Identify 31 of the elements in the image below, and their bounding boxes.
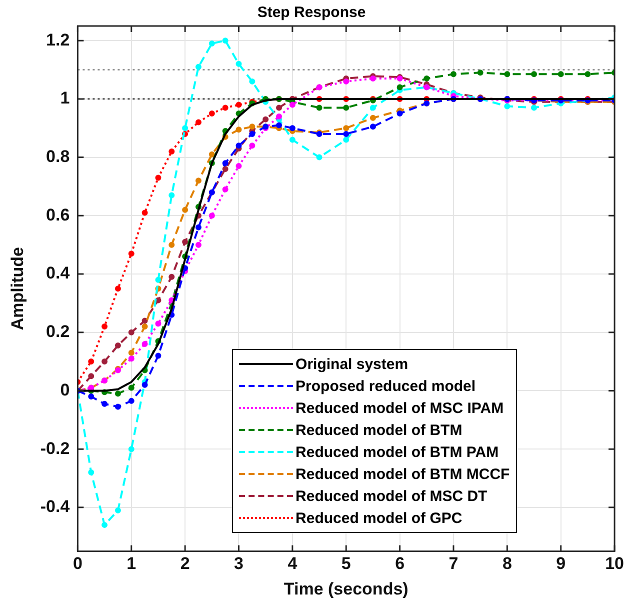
- y-tick-label: 0: [60, 380, 70, 400]
- y-tick-label: -0.2: [40, 438, 70, 458]
- x-tick-label: 8: [502, 554, 512, 574]
- y-tick-label: 0.6: [46, 205, 70, 224]
- x-tick-label: 0: [72, 554, 82, 574]
- chart-title: Step Response: [257, 4, 366, 22]
- y-tick-label: 1.2: [46, 30, 70, 50]
- legend-label: Reduced model of MSC DT: [296, 488, 488, 505]
- x-tick-label: 3: [234, 554, 244, 574]
- x-tick-label: 2: [180, 554, 190, 574]
- y-axis-title: Amplitude: [8, 247, 27, 330]
- y-tick-label: 1: [60, 88, 70, 108]
- legend-label: Original system: [296, 356, 408, 373]
- x-tick-label: 7: [448, 554, 458, 574]
- x-tick-label: 5: [341, 554, 351, 574]
- x-tick-label: 10: [605, 554, 624, 574]
- x-tick-label: 9: [556, 554, 566, 574]
- legend-label: Reduced model of BTM: [296, 422, 462, 439]
- y-tick-label: -0.4: [40, 497, 70, 516]
- legend-label: Reduced model of BTM MCCF: [296, 466, 510, 483]
- x-tick-label: 4: [288, 554, 298, 574]
- y-tick-label: 0.2: [46, 322, 70, 342]
- x-tick-label: 6: [395, 554, 405, 574]
- legend-label: Reduced model of BTM PAM: [296, 444, 499, 461]
- legend-label: Proposed reduced model: [296, 378, 476, 395]
- y-tick-label: 0.8: [46, 146, 70, 166]
- x-tick-label: 1: [126, 554, 136, 574]
- legend-label: Reduced model of GPC: [296, 510, 462, 527]
- legend-label: Reduced model of MSC IPAM: [296, 400, 504, 417]
- x-axis-title: Time (seconds): [284, 579, 408, 598]
- y-tick-label: 0.4: [46, 264, 70, 283]
